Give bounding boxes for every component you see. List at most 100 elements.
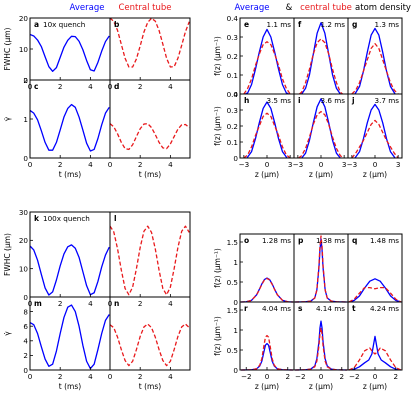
series-line-q-central <box>348 286 402 303</box>
ytick-label-r: 1.5 <box>227 306 238 315</box>
xtick-label-k: 2 <box>58 299 63 308</box>
series-line-i-average <box>301 98 341 159</box>
ytick-label-o: 1.5 <box>227 238 238 247</box>
xtick-label-k: 4 <box>88 299 93 308</box>
series-line-d-central <box>109 123 190 151</box>
series-line-s-central <box>295 327 347 371</box>
panel-letter-e: e <box>244 20 249 29</box>
ytick-label-h: 0.1 <box>227 138 238 147</box>
xtick-label-c: 2 <box>58 160 63 169</box>
panel-letter-f: f <box>298 20 302 29</box>
annotation-h: 3.5 ms <box>267 96 292 105</box>
panel-letter-s: s <box>298 304 303 313</box>
panel-letter-o: o <box>244 236 249 245</box>
ytick-label-h: 0 <box>233 154 238 163</box>
panel-letter-j: j <box>351 96 355 105</box>
xtick-label-a: 4 <box>88 82 93 91</box>
ytick-label-e: 0.1 <box>227 71 238 80</box>
panel-letter-d: d <box>114 82 119 91</box>
xtick-label-t: 0 <box>373 372 378 381</box>
xtick-label-m: 0 <box>28 372 33 381</box>
panel-l: 0 2 4l <box>108 211 191 308</box>
panel-letter-r: r <box>244 304 248 313</box>
xtick-label-n: 4 <box>168 372 173 381</box>
ytick-label-k: 0 <box>23 293 28 302</box>
xtick-label-d: 2 <box>138 160 143 169</box>
series-line-f-central <box>298 38 344 95</box>
ytick-label-a: 10 <box>19 45 29 54</box>
xtick-label-a: 2 <box>58 82 63 91</box>
ytick-label-e: 0.3 <box>227 33 238 42</box>
ylabel-o: f(z) (μm⁻¹) <box>213 248 222 288</box>
header-atom-density: atom density <box>355 3 411 13</box>
header-central-label: Central tube <box>119 3 172 13</box>
xtick-label-s: −2 <box>295 372 306 381</box>
ytick-label-e: 0.4 <box>227 14 239 23</box>
ytick-label-k: 20 <box>19 236 29 245</box>
panel-p: p 1.38 ms <box>293 233 349 303</box>
xtick-label-c: 0 <box>28 160 33 169</box>
xtick-label-r: −2 <box>241 372 252 381</box>
ytick-label-o: 0.5 <box>227 278 238 287</box>
xtick-label-t: −2 <box>349 372 360 381</box>
xtick-label-s: 0 <box>319 372 324 381</box>
xtick-label-b: 4 <box>168 82 173 91</box>
xtick-label-d: 0 <box>108 160 113 169</box>
ytick-label-r: 0 <box>233 366 238 375</box>
xlabel-t: z (μm) <box>363 382 387 391</box>
ytick-label-k: 30 <box>19 208 29 217</box>
series-line-q-average <box>348 278 402 303</box>
series-line-h-average <box>246 101 288 159</box>
xlabel-h: z (μm) <box>255 170 279 179</box>
series-line-p-central <box>295 235 347 303</box>
figure-header: Average Central tube Average & central t… <box>70 3 411 13</box>
series-line-n-central <box>109 323 190 367</box>
ytick-label-m: 6 <box>23 322 28 331</box>
xtick-label-s: 2 <box>339 372 344 381</box>
panel-n: 0 2 4 n t (ms) <box>108 296 191 391</box>
ylabel-e: f(z) (μm⁻¹) <box>213 36 222 76</box>
header-ampersand: & <box>286 3 293 13</box>
xlabel-j: z (μm) <box>363 170 387 179</box>
axes-frame-l <box>109 211 191 298</box>
xtick-label-t: 2 <box>393 372 398 381</box>
annotation-e: 1.1 ms <box>267 20 292 29</box>
ylabel-m: γ̇ <box>3 331 12 336</box>
ylabel-k: FWHC (μm) <box>3 233 12 276</box>
series-line-g-central <box>351 43 399 95</box>
panel-letter-a: a <box>34 20 39 29</box>
panel-letter-c: c <box>34 82 38 91</box>
panel-t: −2 0 2 t 4.24 ms z (μm) <box>347 301 403 391</box>
panel-letter-p: p <box>298 236 304 245</box>
ytick-label-o: 0 <box>233 298 238 307</box>
xtick-label-b: 2 <box>138 82 143 91</box>
xlabel-r: z (μm) <box>255 382 279 391</box>
xtick-label-n: 2 <box>138 372 143 381</box>
xtick-label-j: 0 <box>373 160 378 169</box>
ytick-label-h: 0.2 <box>227 122 238 131</box>
annotation-j: 3.7 ms <box>375 96 400 105</box>
xlabel-i: z (μm) <box>309 170 333 179</box>
xtick-label-d: 4 <box>168 160 173 169</box>
ylabel-a: FWHC (μm) <box>3 27 12 70</box>
series-line-h-central <box>243 112 291 159</box>
xtick-label-h: 3 <box>288 160 293 169</box>
panel-j: −3 0 3 j 3.7 ms z (μm) <box>347 93 403 179</box>
xtick-label-n: 0 <box>108 372 113 381</box>
xtick-label-i: 3 <box>342 160 347 169</box>
xtick-label-m: 4 <box>88 372 93 381</box>
xlabel-m: t (ms) <box>59 382 81 391</box>
panel-letter-t: t <box>352 304 356 313</box>
ylabel-r: f(z) (μm⁻¹) <box>213 316 222 356</box>
axes-frame-f <box>293 17 349 95</box>
annotation-a: 10x quench <box>43 20 85 29</box>
xtick-label-m: 2 <box>58 372 63 381</box>
panel-d: 0 2 4 d t (ms) <box>108 79 191 179</box>
panel-letter-b: b <box>114 20 120 29</box>
xtick-label-h: 0 <box>265 160 270 169</box>
panel-letter-q: q <box>352 236 357 245</box>
ytick-label-a: 20 <box>19 14 29 23</box>
axes-frame-n <box>109 296 191 371</box>
